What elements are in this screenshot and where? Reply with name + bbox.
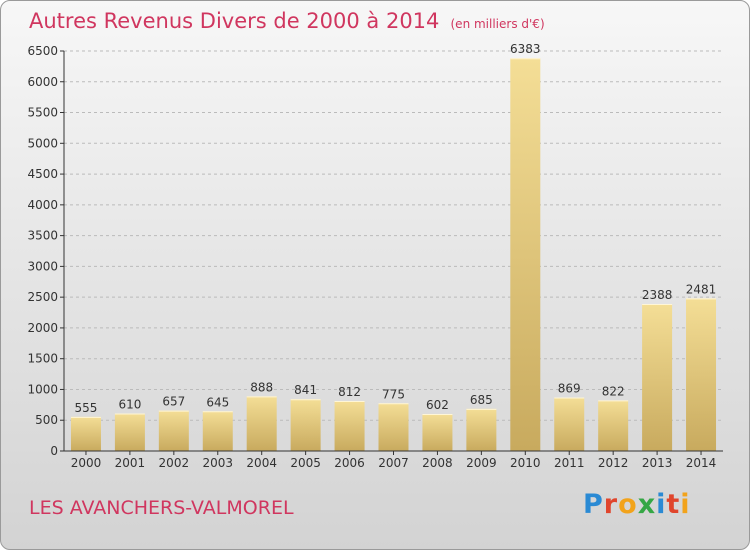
bar [554,397,585,451]
data-label: 645 [206,395,229,409]
x-tick-label: 2010 [510,456,541,470]
bar [202,411,233,451]
x-tick-label: 2013 [642,456,673,470]
bar [466,408,497,451]
logo-letter: x [637,489,657,520]
bar [598,400,629,451]
chart-unit: (en milliers d'€) [450,17,545,31]
proxiti-logo[interactable]: Proxiti [583,489,691,520]
data-label: 812 [338,385,361,399]
x-tick-label: 2012 [598,456,629,470]
data-label: 775 [382,387,405,401]
bar [334,401,365,451]
x-tick-label: 2003 [202,456,233,470]
x-tick-label: 2000 [71,456,102,470]
logo-letter: i [656,489,667,520]
y-tick-label: 6500 [27,44,58,58]
data-label: 602 [426,398,449,412]
bar [158,410,189,451]
bar [378,403,409,451]
data-label: 841 [294,383,317,397]
y-tick-label: 4000 [27,198,58,212]
x-tick-label: 2007 [378,456,409,470]
logo-letter: o [618,489,638,520]
x-tick-label: 2008 [422,456,453,470]
y-tick-label: 1000 [27,382,58,396]
bar [686,298,717,451]
bar [290,399,321,451]
data-label: 888 [250,380,273,394]
axes [60,50,723,455]
x-tick-label: 2009 [466,456,497,470]
x-tick-label: 2002 [159,456,190,470]
x-tick-label: 2014 [686,456,717,470]
y-tick-label: 3500 [27,229,58,243]
x-tick-label: 2004 [246,456,277,470]
bar [642,304,673,451]
gridlines [64,50,723,421]
x-tick-label: 2006 [334,456,365,470]
x-tick-label: 2011 [554,456,585,470]
y-tick-label: 0 [50,444,58,458]
y-tick-label: 5500 [27,106,58,120]
commune-name: LES AVANCHERS-VALMOREL [29,497,294,519]
data-label: 657 [162,395,185,409]
data-label: 685 [470,393,493,407]
y-tick-label: 6000 [27,75,58,89]
bar [422,413,453,451]
data-label: 2481 [686,282,717,296]
y-tick-label: 2000 [27,321,58,335]
logo-letter: r [603,489,619,520]
bar [246,396,277,451]
data-label: 869 [558,382,581,396]
y-tick-label: 2500 [27,290,58,304]
data-label: 6383 [510,42,541,56]
chart-title: Autres Revenus Divers de 2000 à 2014 [29,9,440,33]
y-tick-label: 4500 [27,167,58,181]
bar [114,413,145,451]
y-tick-label: 5000 [27,136,58,150]
y-tick-label: 500 [35,413,58,427]
labels: 0 500 1000 1500 2000 2500 3000 3500 4000 4500 5000… [27,42,716,470]
data-label: 555 [75,401,98,415]
logo-letter: t [666,489,681,520]
data-label: 822 [602,384,625,398]
y-tick-label: 3000 [27,259,58,273]
bar [510,58,541,451]
data-label: 610 [118,397,141,411]
chart-title-row: Autres Revenus Divers de 2000 à 2014 (en… [29,9,545,33]
x-tick-label: 2001 [115,456,146,470]
data-label: 2388 [642,288,673,302]
logo-letter: i [680,489,691,520]
bar [70,416,101,451]
logo-letter: P [583,489,604,520]
y-tick-label: 1500 [27,352,58,366]
bars [70,58,717,451]
x-tick-label: 2005 [290,456,321,470]
